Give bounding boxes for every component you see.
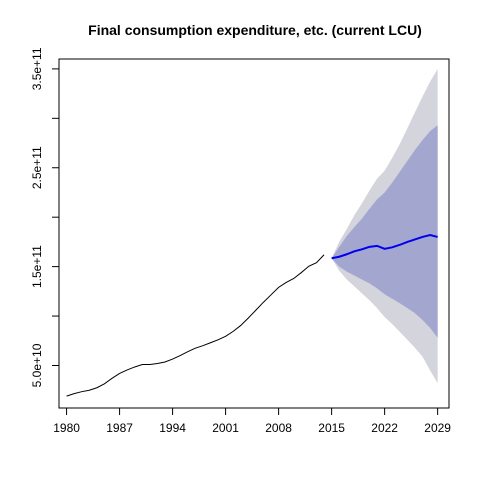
y-tick-label: 3.5e+11 (30, 47, 44, 90)
x-axis: 1980 1987 1994 2001 2008 2015 2022 2029 (53, 407, 451, 435)
y-tick-label: 2.5e+11 (30, 146, 44, 189)
x-tick-label: 2015 (318, 421, 345, 435)
x-tick-label: 2022 (371, 421, 398, 435)
x-tick-label: 1994 (159, 421, 186, 435)
x-tick-label: 1987 (106, 421, 133, 435)
x-tick-label: 2029 (424, 421, 451, 435)
band-80-area (331, 125, 438, 338)
history-line (66, 254, 325, 397)
x-tick-label: 1980 (53, 421, 80, 435)
chart-title: Final consumption expenditure, etc. (cur… (88, 22, 422, 38)
prediction-band-80 (331, 125, 438, 338)
y-tick-label: 1.5e+11 (30, 245, 44, 288)
forecast-line (331, 233, 438, 260)
forecast-series (331, 233, 438, 260)
x-tick-label: 2001 (212, 421, 239, 435)
x-tick-label: 2008 (265, 421, 292, 435)
y-axis: 5.0e+10 1.5e+11 2.5e+11 3.5e+11 (30, 47, 60, 387)
y-tick-label: 5.0e+10 (30, 343, 44, 387)
history-series (66, 254, 325, 397)
